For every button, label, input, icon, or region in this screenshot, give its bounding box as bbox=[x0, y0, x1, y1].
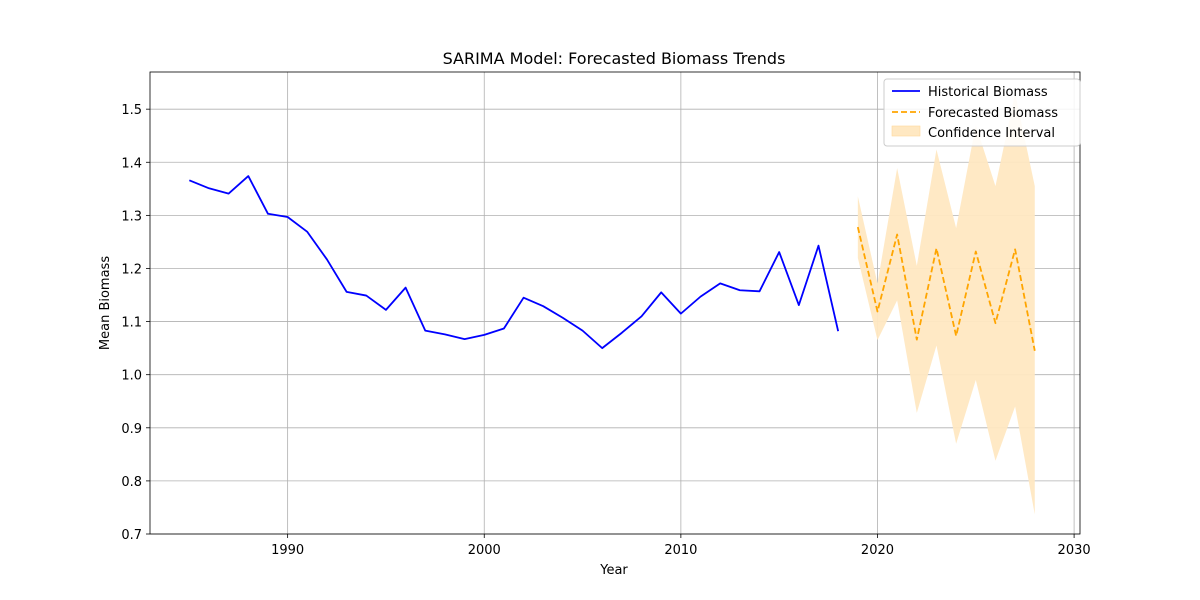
y-tick-label: 0.7 bbox=[121, 528, 142, 543]
legend-box bbox=[883, 78, 1081, 147]
lines-layer bbox=[188, 175, 1036, 351]
x-tick-label: 2030 bbox=[1058, 543, 1091, 558]
x-tick-label: 2010 bbox=[664, 543, 697, 558]
legend-label-historical: Historical Biomass bbox=[928, 85, 1048, 100]
historical-biomass-line bbox=[188, 175, 840, 350]
y-tick-label: 1.0 bbox=[121, 369, 142, 384]
legend-swatch-band bbox=[891, 125, 921, 137]
y-tick-label: 0.9 bbox=[121, 422, 142, 437]
x-tick-label: 2020 bbox=[861, 543, 894, 558]
x-axis-label: Year bbox=[599, 563, 628, 578]
x-tick-label: 1990 bbox=[271, 543, 304, 558]
y-tick-label: 1.3 bbox=[121, 209, 142, 224]
legend-label-forecast: Forecasted Biomass bbox=[928, 106, 1058, 121]
forecasted-biomass-line bbox=[856, 226, 1036, 351]
confidence-band-layer bbox=[857, 93, 1035, 515]
y-tick-label: 1.4 bbox=[121, 156, 142, 171]
y-tick-label: 1.5 bbox=[121, 103, 142, 118]
y-tick-label: 0.8 bbox=[121, 475, 142, 490]
legend: Historical Biomass Forecasted Biomass Co… bbox=[883, 78, 1081, 147]
confidence-band bbox=[857, 93, 1035, 515]
x-tick-label: 2000 bbox=[468, 543, 501, 558]
y-tick-label: 1.2 bbox=[121, 262, 142, 277]
y-axis-label: Mean Biomass bbox=[98, 256, 113, 350]
chart-title: SARIMA Model: Forecasted Biomass Trends bbox=[443, 49, 786, 68]
legend-label-band: Confidence Interval bbox=[928, 126, 1055, 141]
y-axis-ticks: 0.7 0.8 0.9 1.0 1.1 1.2 1.3 1.4 1.5 bbox=[121, 103, 150, 543]
y-tick-label: 1.1 bbox=[121, 316, 142, 331]
x-axis-ticks: 1990 2000 2010 2020 2030 bbox=[271, 534, 1091, 558]
plot-frame bbox=[149, 71, 1081, 535]
